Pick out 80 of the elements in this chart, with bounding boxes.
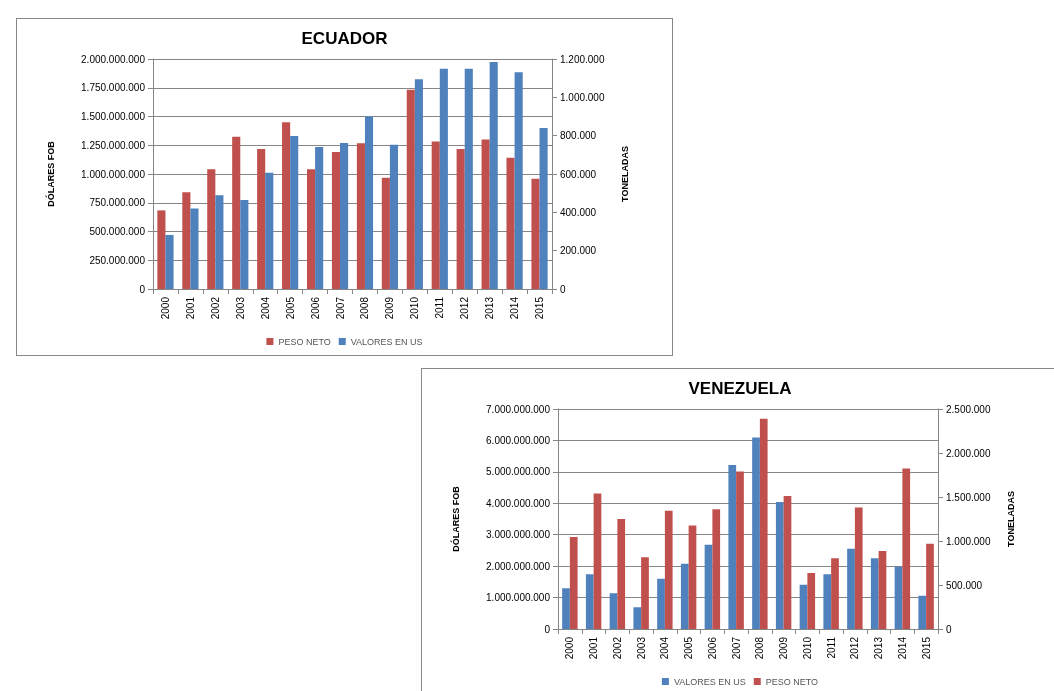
y2-tick-label: 800.000: [560, 130, 597, 142]
y2-tick-label: 400.000: [560, 206, 597, 218]
y-tick-label: 0: [544, 623, 551, 635]
x-tick-label: 2013: [484, 296, 496, 320]
y2-tick-label: 1.200.000: [560, 53, 605, 65]
x-tick-label: 2007: [730, 636, 742, 660]
y-tick-label: 5.000.000.000: [486, 466, 551, 478]
y-tick-label: 4.000.000.000: [486, 497, 551, 509]
y-tick-label: 2.000.000.000: [81, 53, 146, 65]
x-tick-label: 2007: [334, 296, 346, 320]
x-tick-label: 2008: [359, 296, 371, 320]
y-tick-label: 3.000.000.000: [486, 529, 551, 541]
legend-label: PESO NETO: [765, 676, 819, 687]
x-tick-label: 2011: [434, 296, 446, 319]
y-tick-label: 500.000.000: [89, 226, 146, 237]
x-tick-label: 2000: [564, 636, 576, 660]
x-tick-label: 2015: [534, 296, 546, 320]
x-tick-label: 2011: [825, 636, 837, 659]
legend-label: PESO NETO: [278, 336, 331, 347]
bar: [926, 543, 934, 629]
x-tick-label: 2001: [588, 636, 600, 660]
bar: [593, 493, 602, 629]
y-axis-title: DÓLARES FOB: [44, 140, 56, 207]
x-tick-label: 2001: [184, 296, 196, 320]
y2-axis-title: TONELADAS: [619, 146, 630, 202]
x-tick-label: 2005: [683, 636, 695, 660]
x-tick-label: 2006: [706, 636, 718, 660]
x-tick-label: 2015: [920, 636, 932, 660]
bar: [633, 607, 642, 629]
y-tick-label: 1.000.000.000: [81, 168, 146, 180]
y-axis-title: DÓLARES FOB: [449, 485, 461, 552]
x-tick-label: 2009: [384, 296, 396, 320]
y-tick-label: 6.000.000.000: [486, 434, 551, 446]
x-tick-label: 2005: [284, 296, 296, 320]
y2-tick-label: 0: [560, 283, 566, 295]
x-tick-label: 2014: [509, 296, 521, 320]
y2-tick-label: 0: [946, 623, 952, 635]
x-tick-label: 2004: [259, 296, 271, 320]
y-tick-label: 0: [139, 283, 146, 295]
y-tick-label: 1.500.000.000: [81, 111, 146, 122]
y2-tick-label: 1.000.000: [946, 535, 991, 547]
legend-label: VALORES EN US: [673, 676, 746, 687]
y2-axis-title: TONELADAS: [1005, 491, 1016, 547]
chart-title: VENEZUELA: [688, 379, 792, 398]
legend-label: VALORES EN US: [350, 336, 423, 347]
x-tick-label: 2009: [778, 636, 790, 660]
bar: [664, 510, 673, 629]
x-tick-label: 2002: [611, 636, 623, 660]
bar: [902, 468, 911, 629]
y-tick-label: 250.000.000: [89, 254, 146, 266]
y2-tick-label: 1.000.000: [560, 91, 605, 103]
x-tick-label: 2013: [873, 636, 885, 660]
y-tick-label: 750.000.000: [89, 197, 146, 209]
bar: [569, 537, 578, 629]
x-tick-label: 2006: [309, 296, 321, 320]
y-tick-label: 1.750.000.000: [81, 82, 146, 94]
y2-tick-label: 200.000: [560, 245, 597, 257]
x-tick-label: 2010: [409, 296, 421, 320]
y2-tick-label: 500.000: [946, 579, 983, 591]
x-tick-label: 2010: [801, 636, 813, 660]
x-tick-label: 2002: [209, 296, 221, 320]
x-tick-label: 2014: [896, 636, 908, 660]
bar: [617, 519, 626, 629]
y2-tick-label: 600.000: [560, 168, 597, 180]
y-tick-label: 1.250.000.000: [81, 139, 146, 151]
x-tick-label: 2003: [635, 636, 647, 660]
y-tick-label: 1.000.000.000: [486, 592, 551, 604]
x-tick-label: 2000: [159, 296, 171, 320]
x-tick-label: 2008: [754, 636, 766, 660]
y2-tick-label: 2.000.000: [946, 447, 991, 459]
y2-tick-label: 2.500.000: [946, 403, 991, 415]
bar: [641, 557, 649, 629]
y2-tick-label: 1.500.000: [946, 491, 991, 503]
x-tick-label: 2004: [659, 636, 671, 660]
y-tick-label: 2.000.000.000: [486, 560, 551, 572]
x-tick-label: 2003: [234, 296, 246, 320]
y-tick-label: 7.000.000.000: [486, 403, 551, 415]
x-tick-label: 2012: [849, 636, 861, 660]
chart-title: ECUADOR: [301, 29, 388, 48]
x-tick-label: 2012: [459, 296, 471, 320]
